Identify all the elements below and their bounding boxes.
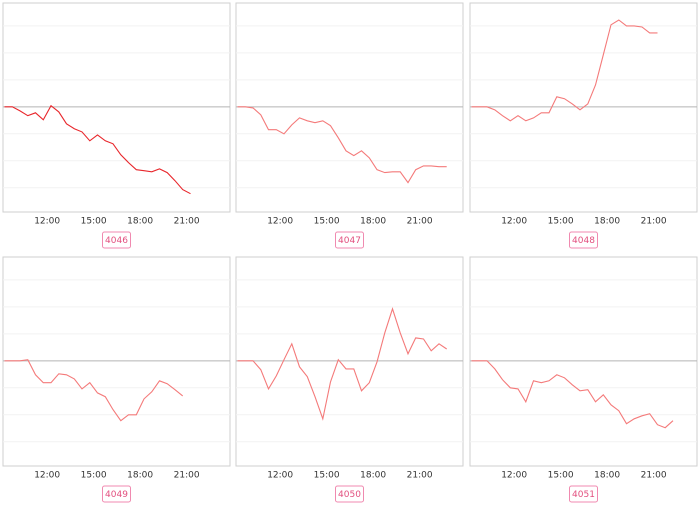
code-badge-box[interactable] [335,485,364,503]
price-line [471,19,658,122]
x-tick-label: 12:00 [501,217,527,227]
x-tick-label: 15:00 [548,217,574,227]
x-tick-label: 15:00 [81,217,107,227]
x-tick-label: 21:00 [407,471,433,481]
x-tick-label: 12:00 [34,217,60,227]
code-badge-box[interactable] [569,231,598,249]
code-badge[interactable]: 4046 [105,236,128,246]
code-badge-box[interactable] [102,485,131,503]
price-line [237,106,447,184]
x-tick-label: 18:00 [360,217,386,227]
x-tick-label: 15:00 [548,471,574,481]
x-tick-label: 15:00 [314,217,340,227]
panel-frame [469,256,698,467]
x-tick-label: 15:00 [81,471,107,481]
x-tick-label: 18:00 [360,471,386,481]
x-tick-label: 18:00 [127,471,153,481]
panel-frame [235,2,464,213]
code-badge[interactable]: 4050 [338,490,361,500]
panel-frame [2,256,231,467]
price-line [237,306,448,421]
x-tick-label: 21:00 [641,471,667,481]
x-tick-label: 21:00 [174,471,200,481]
price-line [4,104,191,195]
panel-frame [235,256,464,467]
x-tick-label: 21:00 [174,217,200,227]
code-badge[interactable]: 4051 [572,490,595,500]
x-tick-label: 12:00 [267,217,293,227]
x-tick-label: 18:00 [594,471,620,481]
code-badge-box[interactable] [335,231,364,249]
x-tick-label: 15:00 [314,471,340,481]
x-tick-label: 18:00 [594,217,620,227]
x-tick-label: 21:00 [641,217,667,227]
x-tick-label: 12:00 [501,471,527,481]
x-tick-label: 12:00 [34,471,60,481]
code-badge[interactable]: 4047 [338,236,361,246]
code-badge-box[interactable] [569,485,598,503]
code-badge-box[interactable] [102,231,131,249]
code-badge[interactable]: 4049 [105,490,128,500]
x-tick-label: 21:00 [407,217,433,227]
price-line [471,360,674,429]
panel-frame [2,2,231,213]
price-line [4,359,184,422]
x-tick-label: 18:00 [127,217,153,227]
code-badge[interactable]: 4048 [572,236,595,246]
x-tick-label: 12:00 [267,471,293,481]
